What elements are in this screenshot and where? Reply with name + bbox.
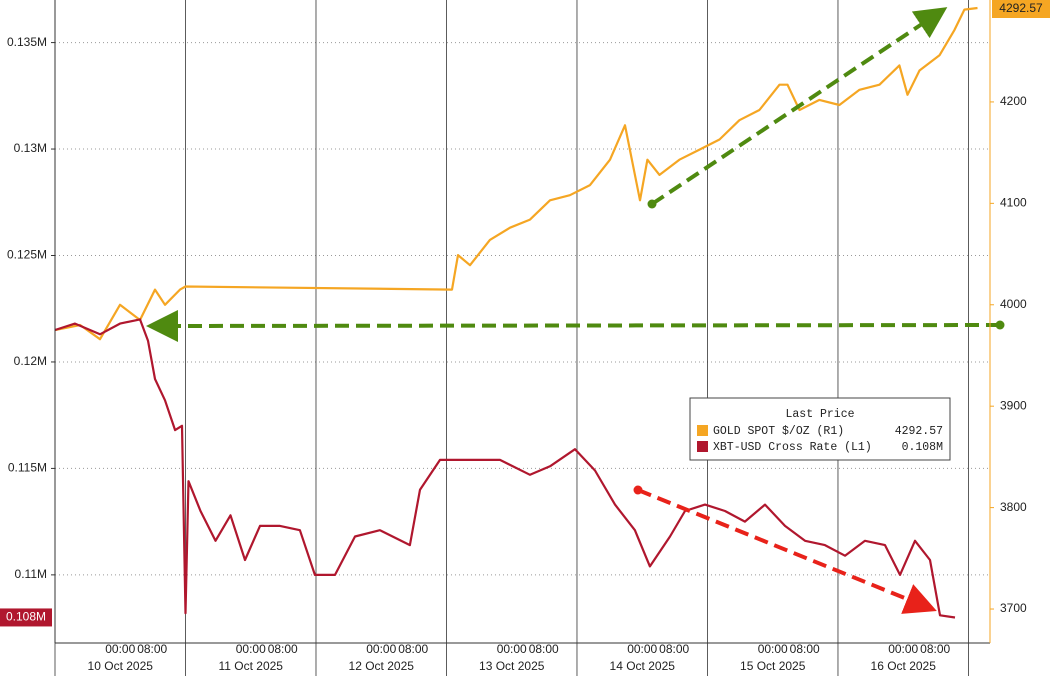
x-time-label: 08:00 [790, 642, 820, 656]
x-time-label: 00:00 [758, 642, 788, 656]
x-time-label: 00:00 [888, 642, 918, 656]
series [54, 6, 978, 619]
legend-box [689, 397, 951, 461]
y2-tick-label: 4000 [1000, 297, 1027, 311]
x-time-label: 08:00 [529, 642, 559, 656]
x-date-label: 14 Oct 2025 [610, 659, 676, 673]
trend-arrow [650, 7, 948, 206]
x-date-label: 12 Oct 2025 [349, 659, 415, 673]
x-time-label: 00:00 [105, 642, 135, 656]
legend-swatch [697, 425, 708, 436]
last-value-badge [992, 0, 1050, 18]
trend-arrow [637, 488, 937, 614]
legend: Last Price GOLD SPOT $/OZ (R1) 4292.57 X… [689, 397, 951, 461]
last-value-label: 0.108M [6, 610, 46, 624]
legend-label: XBT-USD Cross Rate (L1) [713, 441, 872, 454]
last-value-badge [0, 608, 52, 627]
legend-value: 0.108M [902, 441, 944, 454]
y-tick-label: 0.11M [15, 567, 47, 581]
x-time-label: 08:00 [920, 642, 950, 656]
x-date-label: 10 Oct 2025 [88, 659, 154, 673]
legend-value: 4292.57 [895, 425, 943, 438]
y-tick-label: 0.115M [8, 461, 47, 475]
y2-tick-label: 3800 [1000, 500, 1027, 514]
y-tick-label: 0.125M [7, 248, 47, 262]
x-time-label: 08:00 [659, 642, 689, 656]
x-date-label: 13 Oct 2025 [479, 659, 545, 673]
arrow-start [647, 199, 657, 209]
x-time-label: 00:00 [627, 642, 657, 656]
x-time-label: 00:00 [366, 642, 396, 656]
legend-swatch [697, 441, 708, 452]
y-tick-label: 0.13M [14, 141, 47, 155]
grid [54, 0, 990, 676]
annotations [146, 7, 1005, 614]
x-date-label: 11 Oct 2025 [218, 659, 283, 673]
x-date-label: 15 Oct 2025 [740, 659, 806, 673]
y2-tick-label: 4200 [1000, 94, 1027, 108]
level-arrow [146, 309, 1001, 342]
y-tick-label: 0.135M [7, 35, 47, 49]
y2-tick-label: 3900 [1000, 398, 1027, 412]
y2-tick-label: 4100 [1000, 196, 1027, 210]
y-tick-label: 0.12M [14, 354, 47, 368]
x-time-label: 08:00 [268, 642, 298, 656]
arrow-start [633, 485, 643, 495]
x-time-label: 08:00 [137, 642, 167, 656]
y2-tick-label: 3700 [1000, 601, 1027, 615]
series-line [54, 318, 956, 619]
x-time-label: 08:00 [398, 642, 428, 656]
x-date-label: 16 Oct 2025 [871, 659, 937, 673]
x-time-label: 00:00 [497, 642, 527, 656]
series-line [54, 6, 978, 341]
legend-title: Last Price [785, 408, 854, 421]
x-time-label: 00:00 [236, 642, 266, 656]
arrow-start [995, 320, 1005, 330]
last-value-label: 4292.57 [999, 1, 1043, 15]
legend-label: GOLD SPOT $/OZ (R1) [713, 425, 844, 438]
